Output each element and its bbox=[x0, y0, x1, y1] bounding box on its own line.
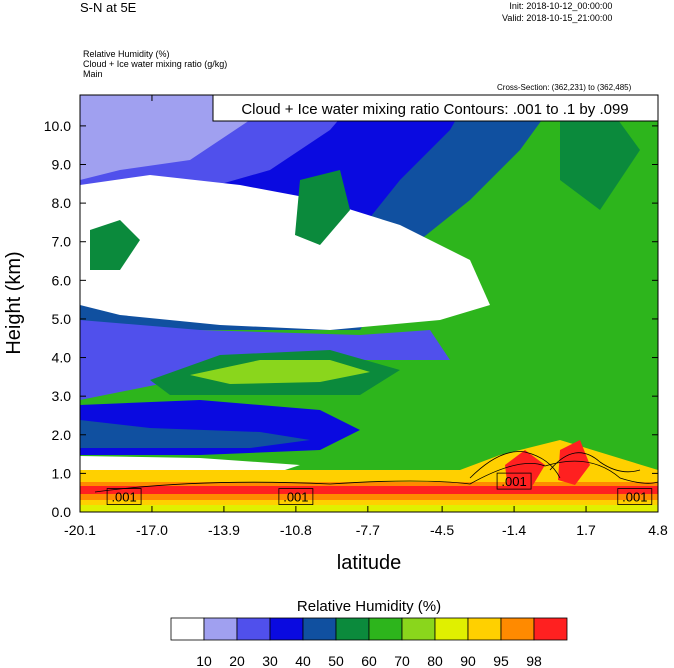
colorbar-swatch bbox=[302, 617, 337, 641]
cross-section-label: Cross-Section: (362,231) to (362,485) bbox=[497, 83, 632, 92]
y-tick-label: 4.0 bbox=[52, 350, 72, 366]
colorbar-swatch bbox=[203, 617, 238, 641]
cloud-contours: .001 .001 .001 .001 bbox=[94, 451, 658, 505]
colorbar-level-label: 80 bbox=[427, 653, 443, 668]
x-tick-label: -7.7 bbox=[356, 522, 380, 538]
x-tick-label: 4.8 bbox=[648, 522, 668, 538]
colorbar-swatch bbox=[467, 617, 502, 641]
x-tick-label: -10.8 bbox=[280, 522, 312, 538]
colorbar-swatch bbox=[335, 617, 370, 641]
y-tick-label: 10.0 bbox=[44, 118, 71, 134]
contour-label-box bbox=[106, 488, 142, 505]
contour-label: .001 bbox=[622, 490, 647, 505]
colorbar-swatch bbox=[170, 617, 205, 641]
colorbar-level-label: 95 bbox=[493, 653, 509, 668]
y-tick-label: 2.0 bbox=[52, 427, 72, 443]
colorbar-swatch bbox=[434, 617, 469, 641]
valid-time: Valid: 2018-10-15_21:00:00 bbox=[502, 13, 613, 23]
colorbar-level-label: 70 bbox=[394, 653, 410, 668]
colorbar-swatch bbox=[533, 617, 568, 641]
colorbar-level-label: 90 bbox=[460, 653, 476, 668]
humidity-field bbox=[80, 95, 658, 512]
y-tick-label: 9.0 bbox=[52, 157, 72, 173]
colorbar-level-label: 40 bbox=[295, 653, 311, 668]
humidity-region bbox=[80, 420, 310, 448]
init-time: Init: 2018-10-12_00:00:00 bbox=[509, 1, 613, 11]
colorbar-level-label: 10 bbox=[196, 653, 212, 668]
x-tick-label: -13.9 bbox=[208, 522, 240, 538]
cloud-contour-line bbox=[549, 452, 641, 473]
y-axis-label: Height (km) bbox=[3, 251, 25, 354]
y-tick-label: 6.0 bbox=[52, 272, 72, 288]
y-tick-label: 5.0 bbox=[52, 311, 72, 327]
field-cloud-ice: Cloud + Ice water mixing ratio (g/kg) bbox=[83, 59, 228, 69]
colorbar-level-label: 30 bbox=[262, 653, 278, 668]
contour-info-text: Cloud + Ice water mixing ratio Contours:… bbox=[241, 101, 628, 118]
humidity-region bbox=[80, 486, 658, 494]
chart-title: S-N at 5E bbox=[80, 0, 137, 15]
colorbar-title: Relative Humidity (%) bbox=[297, 598, 441, 615]
colorbar-swatch bbox=[500, 617, 535, 641]
x-tick-label: -17.0 bbox=[136, 522, 168, 538]
humidity-region bbox=[90, 220, 140, 270]
contour-label-box bbox=[496, 472, 532, 490]
humidity-region bbox=[80, 505, 658, 512]
cloud-contour-line bbox=[94, 460, 658, 493]
y-tick-label: 7.0 bbox=[52, 234, 72, 250]
humidity-region bbox=[80, 175, 490, 330]
contour-label-box bbox=[617, 488, 653, 505]
colorbar-swatch bbox=[368, 617, 403, 641]
colorbar-level-label: 20 bbox=[229, 653, 245, 668]
y-tick-label: 3.0 bbox=[52, 388, 72, 404]
humidity-region bbox=[190, 360, 370, 384]
colorbar: Relative Humidity (%) 10 20 30 40 50 60 70 80 90 9… bbox=[170, 598, 568, 668]
y-tick-label: 1.0 bbox=[52, 465, 72, 481]
y-tick-label: 0.0 bbox=[52, 504, 72, 520]
field-main: Main bbox=[83, 69, 103, 79]
x-tick-label: -1.4 bbox=[502, 522, 526, 538]
y-tick-label: 8.0 bbox=[52, 195, 72, 211]
humidity-region bbox=[560, 95, 640, 210]
contour-label-box bbox=[278, 488, 314, 505]
colorbar-swatch bbox=[236, 617, 271, 641]
field-descriptions: Relative Humidity (%) Cloud + Ice water … bbox=[83, 49, 227, 79]
colorbar-level-label: 50 bbox=[328, 653, 344, 668]
humidity-region bbox=[505, 450, 545, 490]
x-tick-label: -4.5 bbox=[430, 522, 454, 538]
colorbar-level-label: 60 bbox=[361, 653, 377, 668]
colorbar-swatch bbox=[401, 617, 436, 641]
x-axis-label: latitude bbox=[337, 552, 402, 574]
x-tick-label: 1.7 bbox=[576, 522, 596, 538]
field-relative-humidity: Relative Humidity (%) bbox=[83, 49, 170, 59]
colorbar-swatch bbox=[269, 617, 304, 641]
contour-label: .001 bbox=[111, 490, 136, 505]
x-tick-label: -20.1 bbox=[64, 522, 96, 538]
colorbar-level-label: 98 bbox=[526, 653, 542, 668]
contour-label: .001 bbox=[283, 490, 308, 505]
contour-info-box bbox=[212, 94, 659, 122]
humidity-region bbox=[558, 440, 590, 485]
humidity-region bbox=[295, 170, 350, 245]
init-valid-times: Init: 2018-10-12_00:00:00 Valid: 2018-10… bbox=[502, 0, 612, 24]
contour-label: .001 bbox=[501, 474, 526, 489]
axes: -20.1 -17.0 -13.9 -10.8 -7.7 -4.5 -1.4 1.7 4.8 0.… bbox=[3, 94, 668, 574]
